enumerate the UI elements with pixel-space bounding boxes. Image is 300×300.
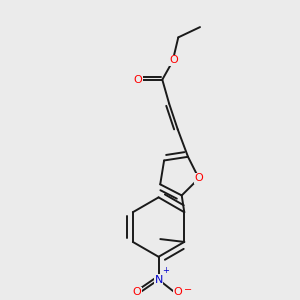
Text: O: O bbox=[134, 75, 142, 85]
Text: −: − bbox=[184, 285, 192, 295]
Text: O: O bbox=[174, 287, 182, 297]
Text: O: O bbox=[169, 55, 178, 65]
Text: N: N bbox=[154, 274, 163, 285]
Text: O: O bbox=[194, 173, 203, 183]
Text: +: + bbox=[162, 266, 169, 275]
Text: O: O bbox=[133, 287, 141, 297]
